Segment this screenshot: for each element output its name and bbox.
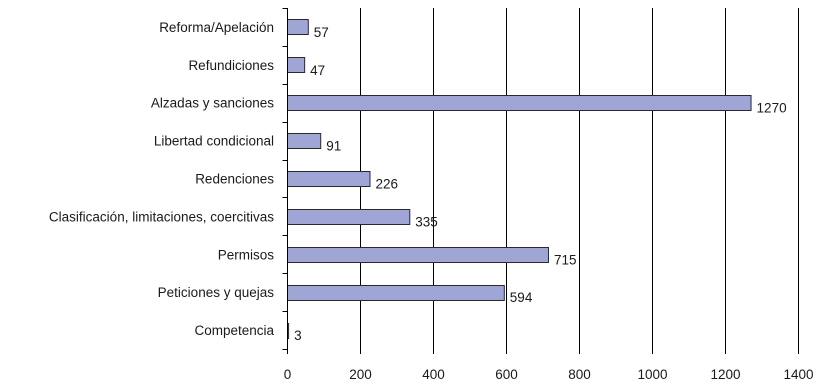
bar bbox=[287, 247, 549, 263]
value-label: 91 bbox=[326, 139, 341, 154]
bar bbox=[287, 95, 752, 111]
bar bbox=[287, 133, 322, 149]
x-tick-label: 0 bbox=[284, 367, 292, 382]
category-label: Refundiciones bbox=[188, 58, 274, 73]
bar bbox=[287, 285, 505, 301]
category-label: Libertad condicional bbox=[154, 134, 274, 149]
bar bbox=[287, 57, 306, 73]
value-label: 715 bbox=[554, 252, 577, 267]
x-tick-label: 1000 bbox=[637, 367, 667, 382]
x-tick-label: 800 bbox=[568, 367, 591, 382]
bars bbox=[287, 19, 752, 339]
category-label: Permisos bbox=[218, 247, 275, 262]
value-label: 47 bbox=[310, 63, 325, 78]
category-label: Peticiones y quejas bbox=[158, 285, 275, 300]
x-tick-label: 1400 bbox=[783, 367, 813, 382]
category-label: Alzadas y sanciones bbox=[151, 96, 274, 111]
x-tick-label: 200 bbox=[349, 367, 372, 382]
bar bbox=[287, 171, 371, 187]
x-tick-label: 1200 bbox=[710, 367, 740, 382]
value-label: 594 bbox=[510, 290, 533, 305]
bar bbox=[287, 19, 309, 35]
value-label: 3 bbox=[294, 328, 302, 343]
value-label: 57 bbox=[314, 25, 329, 40]
x-tick-label: 600 bbox=[495, 367, 518, 382]
category-label: Reforma/Apelación bbox=[159, 20, 274, 35]
x-tick-label: 400 bbox=[422, 367, 445, 382]
value-label: 226 bbox=[375, 177, 398, 192]
category-label: Redenciones bbox=[195, 172, 274, 187]
bar bbox=[287, 209, 411, 225]
axes bbox=[282, 8, 799, 354]
value-label: 335 bbox=[415, 214, 438, 229]
value-label: 1270 bbox=[757, 101, 787, 116]
labels: 0 200 400 600 800 1000 1200 1400 Reforma/Apelaci… bbox=[49, 20, 814, 382]
gridlines bbox=[360, 8, 799, 349]
category-label: Clasificación, limitaciones, coercitivas bbox=[49, 209, 274, 224]
category-label: Competencia bbox=[194, 323, 274, 338]
